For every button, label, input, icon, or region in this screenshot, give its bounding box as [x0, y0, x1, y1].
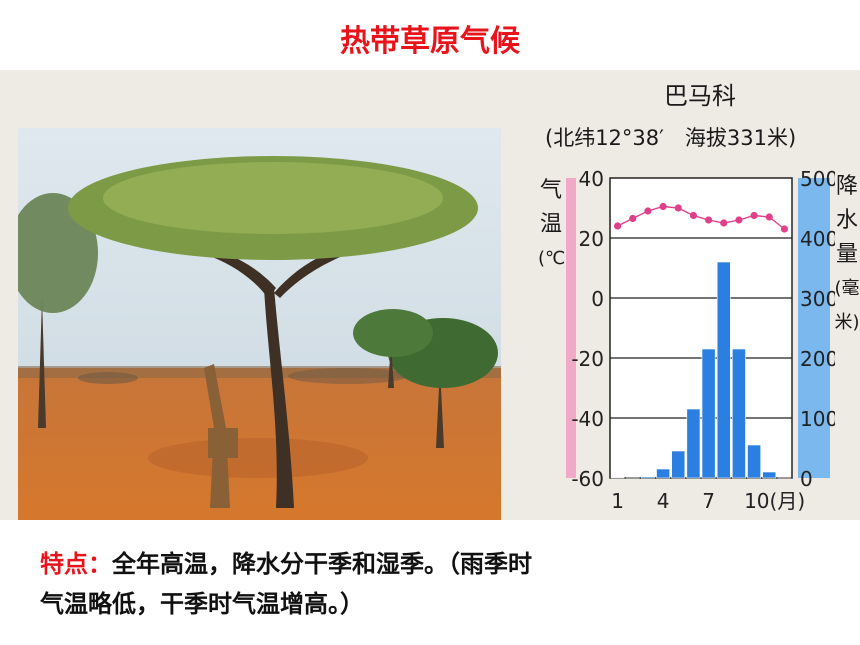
temperature-point: [613, 222, 622, 230]
precipitation-axis-char: 量: [835, 242, 858, 267]
characteristics-text: 特点：全年高温，降水分干季和湿季。（雨季时 气温略低，干季时气温增高。）: [40, 544, 800, 624]
plot-frame: [609, 177, 793, 479]
precipitation-bar: [671, 450, 686, 479]
climate-chart: 40 500 20 400 0 300 -20 200 -40 100 -60 0 1 4 7 10(月): [566, 168, 835, 513]
station-name: 巴马科: [664, 82, 736, 110]
precipitation-axis-char: 水: [835, 208, 858, 233]
temperature-tick-label: 20: [579, 227, 604, 251]
station-location: (北纬12°38′ 海拔331米): [545, 126, 797, 150]
precipitation-axis-band: [798, 178, 830, 478]
precipitation-bar: [762, 471, 777, 479]
characteristics-lead: 特点：: [40, 550, 112, 578]
month-tick-label: 4: [657, 489, 670, 513]
temperature-axis-char: 气: [539, 178, 562, 203]
precipitation-bar: [656, 468, 670, 479]
precipitation-tick-label: 100: [800, 407, 835, 431]
temperature-point: [674, 204, 682, 212]
temperature-point: [735, 216, 743, 224]
temperature-axis-band: [566, 178, 576, 478]
slide-title: 热带草原气候: [340, 24, 520, 59]
precipitation-bar: [716, 261, 731, 479]
precipitation-axis-title: 降 水 量 (毫 米): [834, 170, 860, 340]
temperature-axis-char: (℃): [538, 248, 573, 269]
temperature-tick-label: 40: [579, 168, 604, 191]
savanna-photo: [18, 128, 501, 520]
precipitation-bar: [732, 348, 746, 479]
temperature-point: [704, 216, 713, 224]
precipitation-tick-label: 200: [800, 347, 835, 371]
temperature-tick-label: 0: [591, 287, 604, 311]
precipitation-tick-label: 500: [800, 168, 835, 191]
precipitation-tick-label: 0: [800, 467, 813, 491]
month-tick-label: 10(月): [744, 489, 805, 513]
precipitation-bar: [641, 476, 655, 479]
temperature-point: [629, 214, 637, 223]
precipitation-bar: [686, 408, 701, 479]
precipitation-bar: [610, 477, 625, 479]
temperature-axis-char: 温: [539, 212, 562, 237]
precipitation-tick-label: 400: [800, 227, 835, 251]
temperature-point: [659, 202, 667, 211]
temperature-point: [750, 211, 758, 220]
temperature-point: [780, 225, 789, 233]
temperature-axis-title: 气 温 (℃): [538, 174, 573, 276]
precipitation-axis-char: 米): [834, 312, 860, 333]
temperature-point: [720, 219, 728, 227]
precipitation-tick-label: 300: [800, 287, 835, 311]
temperature-tick-label: -40: [571, 407, 604, 431]
precipitation-bar: [701, 348, 716, 479]
precipitation-axis-char: (毫: [834, 278, 860, 299]
precipitation-bar: [747, 444, 761, 479]
temperature-point: [689, 211, 698, 220]
month-tick-label: 1: [611, 489, 624, 513]
precipitation-axis-char: 降: [835, 174, 858, 199]
illustration-panel: 巴马科 (北纬12°38′ 海拔331米) 气 温 (℃) 降 水 量 (毫 米…: [0, 70, 860, 520]
month-tick-label: 7: [702, 489, 715, 513]
temperature-tick-label: -20: [571, 347, 604, 371]
characteristics-line-1: 全年高温，降水分干季和湿季。（雨季时: [112, 550, 532, 578]
temperature-point: [765, 213, 773, 221]
temperature-point: [644, 207, 652, 215]
characteristics-line-2: 气温略低，干季时气温增高。）: [40, 590, 364, 618]
temperature-tick-label: -60: [571, 467, 604, 491]
